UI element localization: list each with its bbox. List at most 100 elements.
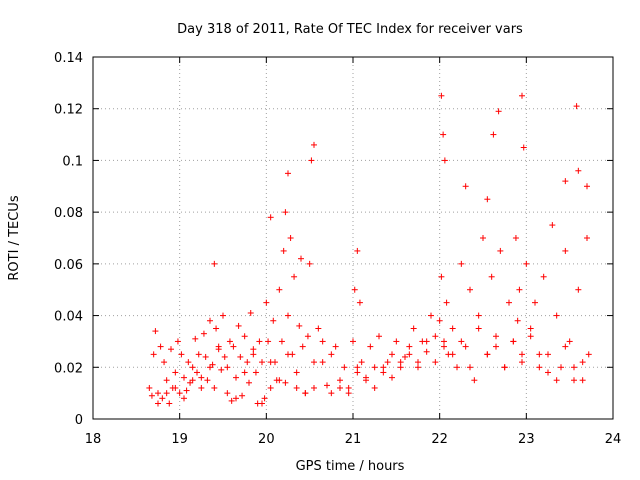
data-point	[536, 364, 543, 371]
data-point	[354, 364, 361, 371]
data-point	[252, 369, 259, 376]
x-axis-label: GPS time / hours	[296, 459, 405, 474]
data-point	[341, 364, 348, 371]
data-point	[480, 235, 486, 241]
data-point	[324, 382, 330, 389]
data-point	[187, 379, 194, 386]
data-point	[241, 333, 248, 340]
data-point	[484, 351, 491, 358]
data-point	[280, 247, 287, 254]
data-point	[183, 387, 190, 394]
data-point	[278, 338, 285, 345]
data-point	[250, 346, 257, 353]
data-point	[155, 400, 161, 407]
data-point	[562, 247, 569, 254]
data-point	[462, 183, 469, 190]
data-point	[579, 377, 586, 384]
data-point	[224, 390, 231, 397]
data-point	[441, 343, 447, 350]
data-point	[256, 338, 263, 345]
data-point	[198, 374, 205, 381]
data-point	[174, 338, 181, 345]
data-point	[475, 312, 482, 319]
x-tick-label: 19	[171, 432, 188, 447]
data-point	[363, 377, 369, 384]
data-point	[471, 377, 478, 384]
data-point	[571, 364, 577, 371]
data-point	[527, 333, 534, 340]
data-point	[226, 338, 233, 345]
data-point	[311, 359, 317, 366]
data-point	[579, 359, 586, 366]
data-point	[449, 351, 456, 358]
data-point	[371, 364, 378, 371]
data-point	[267, 384, 274, 391]
data-point	[519, 351, 525, 358]
data-point	[282, 209, 289, 216]
data-point	[259, 359, 265, 366]
data-point	[514, 317, 521, 324]
data-point	[350, 338, 356, 345]
data-point	[239, 392, 246, 399]
data-point	[376, 333, 382, 340]
data-point	[148, 392, 155, 399]
data-point	[319, 338, 326, 345]
data-point	[497, 247, 504, 254]
data-point	[493, 343, 499, 350]
data-point	[384, 359, 391, 366]
data-point	[501, 364, 508, 371]
data-point	[432, 333, 439, 340]
data-point	[441, 338, 447, 345]
data-point	[261, 395, 268, 402]
data-point	[285, 312, 291, 319]
data-point	[458, 338, 465, 345]
data-point	[490, 131, 497, 138]
x-tick-labels: 18 19 20 21 22 23 24	[85, 432, 622, 447]
data-point	[311, 141, 317, 148]
data-point	[443, 299, 450, 306]
data-point	[178, 351, 185, 358]
data-point	[291, 273, 298, 280]
data-point	[520, 144, 527, 151]
data-point	[527, 325, 534, 332]
data-point	[328, 351, 335, 358]
data-point	[181, 395, 187, 402]
x-tick-label: 21	[345, 432, 362, 447]
data-point	[195, 351, 202, 358]
data-point	[351, 286, 358, 293]
data-point	[415, 364, 421, 371]
data-point	[166, 400, 173, 407]
data-point	[493, 333, 499, 340]
data-point	[233, 374, 239, 381]
data-point	[558, 364, 564, 371]
data-point	[393, 338, 400, 345]
data-point	[302, 390, 309, 397]
y-tick-label: 0	[75, 413, 83, 428]
data-point	[276, 286, 283, 293]
data-point	[354, 247, 361, 254]
data-point	[510, 338, 517, 345]
data-point	[224, 364, 231, 371]
data-point	[573, 103, 580, 110]
x-tick-label: 18	[85, 432, 102, 447]
data-point	[484, 196, 491, 203]
x-tick-label: 24	[605, 432, 622, 447]
data-point	[562, 343, 569, 350]
data-point	[221, 353, 228, 360]
data-point	[475, 325, 482, 332]
data-point	[389, 374, 395, 381]
data-point	[516, 286, 523, 293]
data-point	[299, 343, 306, 350]
data-point	[235, 322, 242, 329]
data-point	[406, 351, 413, 358]
data-point	[293, 369, 300, 376]
data-point	[512, 235, 519, 241]
data-point	[315, 325, 322, 332]
data-point	[163, 377, 170, 384]
data-point	[495, 108, 502, 115]
data-point	[540, 273, 547, 280]
data-point	[311, 384, 317, 391]
data-point	[423, 338, 430, 345]
data-point	[146, 384, 153, 391]
data-point	[488, 273, 495, 280]
